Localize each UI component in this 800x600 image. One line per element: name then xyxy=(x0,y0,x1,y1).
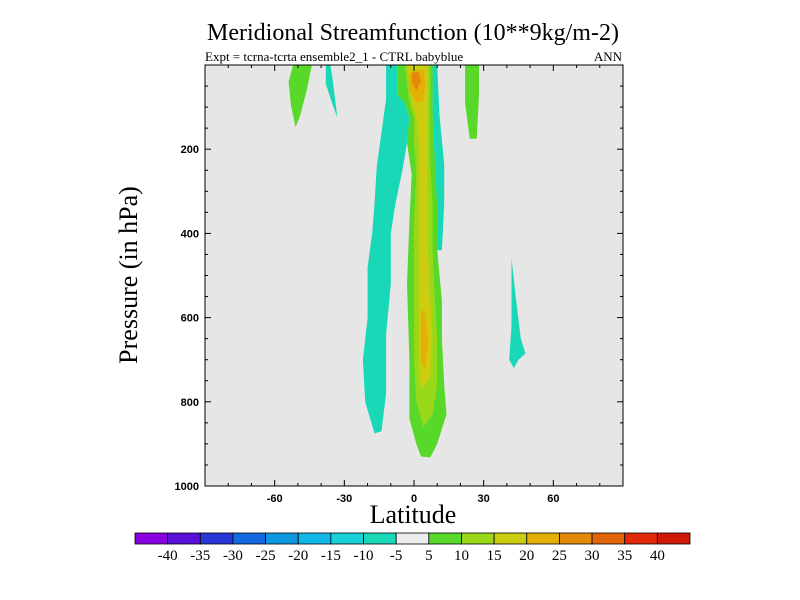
colorbar-swatch xyxy=(297,532,332,545)
x-tick-label: -60 xyxy=(267,493,283,505)
colorbar-swatch xyxy=(428,532,462,545)
colorbar-level-label: -15 xyxy=(321,548,341,564)
colorbar-swatch xyxy=(363,532,397,545)
colorbar-swatch xyxy=(199,532,234,545)
colorbar-level-label: -35 xyxy=(190,548,210,564)
colorbar-swatch xyxy=(526,532,560,545)
chart-title: Meridional Streamfunction (10**9kg/m-2) xyxy=(207,20,619,46)
colorbar-level-label: -25 xyxy=(256,548,276,564)
colorbar-level-label: 20 xyxy=(519,548,534,564)
x-axis-title: Latitude xyxy=(370,500,457,529)
y-tick-label: 1000 xyxy=(175,481,199,493)
contour-region-6 xyxy=(465,65,479,139)
colorbar-swatch xyxy=(461,532,495,545)
y-tick-label: 600 xyxy=(181,313,199,325)
colorbar: -40 -35 -30 -25 -20 -15 -10 -5 5 10 15 20 25 30 35 40 xyxy=(134,532,691,564)
x-tick-label: 60 xyxy=(547,493,559,505)
colorbar-swatch xyxy=(167,532,201,545)
chart-season-label: ANN xyxy=(594,49,623,64)
colorbar-level-label: -5 xyxy=(390,548,403,564)
y-tick-label: 400 xyxy=(181,228,199,240)
contour-region-11 xyxy=(421,309,428,369)
plot-area xyxy=(204,64,624,487)
colorbar-swatch xyxy=(656,532,691,545)
colorbar-level-label: 25 xyxy=(552,548,567,564)
y-tick-label: 200 xyxy=(181,144,199,156)
colorbar-level-label: -20 xyxy=(288,548,308,564)
colorbar-swatch xyxy=(134,532,169,545)
x-tick-label: -30 xyxy=(336,493,352,505)
colorbar-level-label: -40 xyxy=(158,548,178,564)
colorbar-swatch xyxy=(232,532,266,545)
colorbar-swatch xyxy=(330,532,364,545)
chart-subtitle: Expt = tcrna-tcrta ensemble2_1 - CTRL ba… xyxy=(205,49,463,64)
x-tick-label: 0 xyxy=(411,493,417,505)
contour-region-9 xyxy=(407,65,433,390)
y-tick-label: 800 xyxy=(181,397,199,409)
contour-region-4 xyxy=(509,258,526,369)
y-axis: 200 400 600 800 1000 xyxy=(175,64,623,493)
colorbar-level-label: 10 xyxy=(454,548,469,564)
contour-regions xyxy=(288,65,526,458)
colorbar-level-label: 35 xyxy=(617,548,632,564)
colorbar-level-label: -30 xyxy=(223,548,243,564)
colorbar-swatch xyxy=(624,532,658,545)
colorbar-level-label: 15 xyxy=(487,548,502,564)
contour-region-5 xyxy=(288,65,312,128)
contour-region-1 xyxy=(325,65,338,118)
colorbar-swatch xyxy=(265,532,299,545)
colorbar-level-label: 40 xyxy=(650,548,665,564)
contour-region-2 xyxy=(362,65,410,434)
colorbar-level-label: 30 xyxy=(585,548,600,564)
y-axis-title: Pressure (in hPa) xyxy=(114,186,143,364)
colorbar-swatch xyxy=(493,532,528,545)
colorbar-level-label: -10 xyxy=(354,548,374,564)
colorbar-swatch xyxy=(395,532,430,545)
x-tick-label: 30 xyxy=(478,493,490,505)
colorbar-level-label: 5 xyxy=(425,548,433,564)
colorbar-swatch xyxy=(559,532,593,545)
x-axis: -60 -30 0 30 60 xyxy=(204,65,624,505)
colorbar-swatch xyxy=(591,532,626,545)
contour-region-12 xyxy=(411,71,421,91)
